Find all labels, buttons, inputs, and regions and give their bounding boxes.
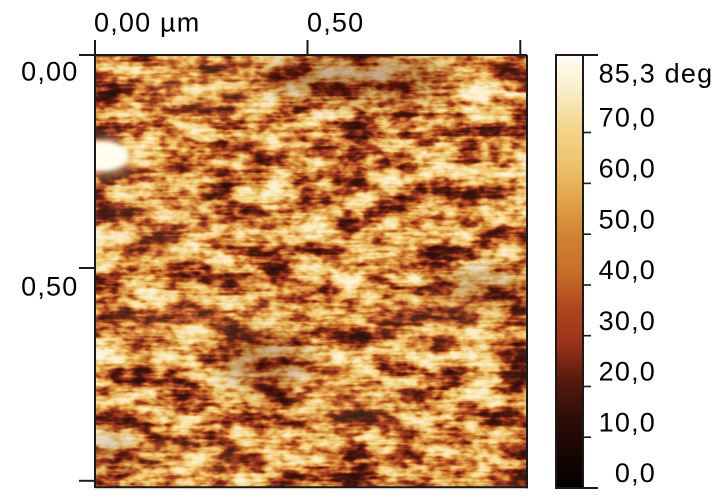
svg-text:30,0: 30,0 [599,306,656,336]
svg-text:0,0: 0,0 [615,458,656,488]
svg-text:0,50: 0,50 [21,271,78,301]
svg-text:70,0: 70,0 [599,103,656,133]
svg-text:0,00: 0,00 [21,57,78,87]
svg-text:60,0: 60,0 [599,154,656,184]
svg-text:0,50: 0,50 [307,8,364,38]
svg-text:50,0: 50,0 [599,204,656,234]
svg-text:20,0: 20,0 [599,357,656,387]
svg-text:40,0: 40,0 [599,255,656,285]
svg-text:85,3 deg: 85,3 deg [599,59,714,89]
svg-text:0,00 µm: 0,00 µm [94,8,201,38]
svg-text:10,0: 10,0 [599,407,656,437]
